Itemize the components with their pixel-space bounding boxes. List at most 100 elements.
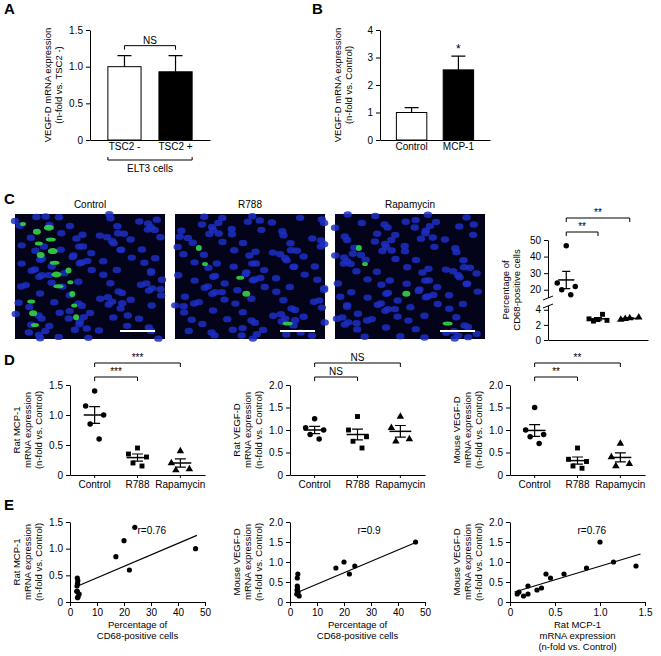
point: [295, 583, 300, 588]
axis-title: (n-fold vs. Control): [253, 523, 264, 601]
nucleus: [208, 224, 216, 230]
tick-mark: [376, 30, 380, 31]
axis-line: [291, 602, 426, 603]
tick-label: 0: [77, 135, 83, 146]
tick-mark: [620, 475, 621, 478]
nucleus: [442, 266, 450, 272]
tick-label: 30: [146, 607, 158, 618]
point: [96, 436, 102, 442]
tick-label: Control: [519, 479, 551, 490]
point: [177, 447, 184, 453]
nucleus: [99, 258, 107, 264]
nucleus: [343, 304, 351, 310]
nucleus: [422, 227, 430, 233]
panel: 00.51.01.52.000.51.01.5Mouse VEGF-DmRNA …: [451, 517, 653, 652]
tick-mark: [286, 408, 290, 409]
tick-mark: [180, 475, 181, 478]
nucleus: [344, 319, 352, 325]
axis-title: (n-fold vs. Control): [343, 46, 354, 124]
nucleus: [106, 280, 114, 286]
tick: 1.5: [489, 402, 510, 413]
nucleus: [157, 292, 165, 298]
cd68-stain: [362, 262, 368, 266]
nucleus: [381, 241, 389, 247]
nucleus: [126, 297, 134, 303]
nucleus: [282, 331, 290, 337]
nucleus: [47, 279, 55, 285]
nucleus: [261, 284, 269, 290]
significance-label: ***: [132, 352, 144, 363]
nucleus: [272, 289, 280, 295]
nucleus: [233, 287, 241, 293]
nucleus: [248, 213, 256, 219]
nucleus: [55, 214, 63, 220]
nucleus: [200, 214, 208, 220]
point: [168, 459, 175, 465]
nucleus: [158, 277, 166, 283]
tick-mark: [544, 290, 548, 291]
axis-title: VEGF-D mRNA expression: [42, 28, 53, 143]
point: [355, 414, 360, 419]
point: [406, 435, 413, 441]
nucleus: [238, 332, 246, 338]
tick-mark: [600, 602, 601, 606]
nucleus: [412, 326, 420, 332]
nucleus: [287, 247, 295, 253]
tick: 0: [57, 597, 70, 608]
tick-mark: [376, 58, 380, 59]
axis-line: [380, 31, 381, 141]
nucleus: [95, 327, 103, 333]
micrograph: [171, 213, 329, 342]
nucleus: [113, 223, 121, 229]
tick-label: 2.0: [489, 517, 503, 528]
tick: 50: [530, 235, 548, 246]
nucleus: [383, 224, 391, 230]
point: [186, 465, 193, 471]
plot-area: [83, 388, 193, 472]
axis-title: mRNA expression: [22, 392, 33, 468]
nucleus: [371, 238, 379, 244]
nucleus: [384, 306, 392, 312]
nucleus: [445, 306, 453, 312]
tick-mark: [506, 602, 510, 603]
nucleus: [209, 307, 217, 313]
tick-label: 0: [68, 607, 74, 618]
x-axis: ControlR788Rapamycin: [291, 475, 426, 490]
y-axis: 00.51.01.52.0: [269, 380, 290, 481]
axis-line: [511, 602, 646, 603]
significance-label: ***: [110, 366, 122, 377]
nucleus: [320, 220, 328, 226]
x-axis: [549, 340, 649, 341]
nucleus: [56, 310, 64, 316]
nucleus: [173, 244, 181, 250]
nucleus: [35, 332, 43, 338]
nucleus: [393, 313, 401, 319]
nucleus: [308, 333, 316, 339]
mean-line: [590, 318, 606, 320]
error-bar: [175, 459, 186, 467]
cd68-stain: [69, 291, 75, 297]
panel-label: A: [4, 0, 15, 17]
tick: 0.5: [49, 440, 70, 451]
nucleus: [352, 320, 360, 326]
tick-label: Control: [395, 141, 427, 152]
x-axis: ControlMCP-1: [381, 140, 491, 152]
cd68-stain: [44, 225, 54, 231]
point: [597, 539, 602, 544]
tick-mark: [534, 475, 535, 478]
error-bar: [572, 457, 583, 464]
tick: 0: [497, 597, 510, 608]
tick-label: 1.5: [489, 402, 503, 413]
y-axis: 00.51.01.52.0: [269, 517, 290, 608]
tick-label: 10: [312, 607, 324, 618]
axis-line: [548, 241, 549, 341]
point: [548, 575, 553, 580]
nucleus: [50, 299, 58, 305]
tick: R788: [566, 475, 590, 490]
panel: 00.51.01.501020304050Rat MCP-1mRNA expre…: [11, 517, 211, 641]
tick: 0.5: [69, 98, 90, 109]
nucleus: [38, 272, 46, 278]
tick: 1.5: [489, 537, 510, 548]
nucleus: [256, 217, 264, 223]
nucleus: [57, 230, 65, 236]
